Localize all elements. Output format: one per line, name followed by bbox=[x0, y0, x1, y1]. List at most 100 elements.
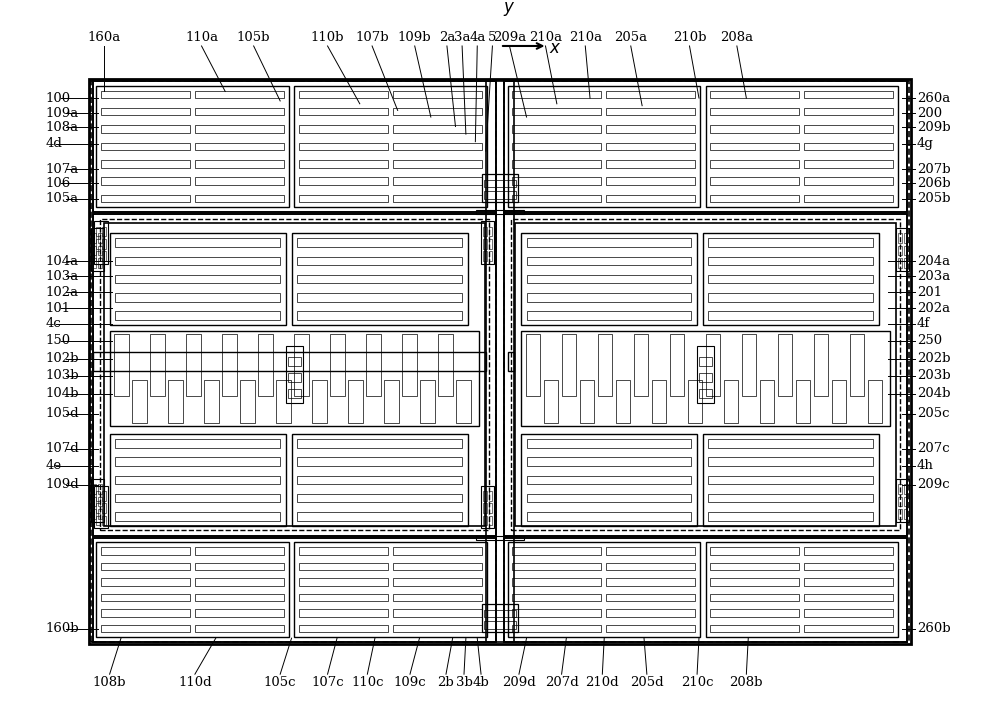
Bar bbox=[297, 256, 462, 265]
Bar bbox=[710, 578, 799, 586]
Bar bbox=[98, 233, 102, 243]
Bar bbox=[195, 160, 284, 168]
Bar bbox=[526, 334, 540, 396]
Text: x: x bbox=[549, 39, 559, 57]
Bar bbox=[240, 380, 255, 423]
Text: 160b: 160b bbox=[45, 622, 79, 635]
Text: 210a: 210a bbox=[569, 31, 602, 44]
Text: 200: 200 bbox=[917, 107, 942, 120]
Bar bbox=[699, 357, 712, 366]
Bar bbox=[804, 143, 893, 150]
Bar bbox=[527, 275, 691, 283]
Text: 107d: 107d bbox=[45, 442, 79, 455]
Bar bbox=[804, 578, 893, 586]
Bar bbox=[708, 239, 873, 247]
Bar bbox=[110, 232, 286, 325]
Bar bbox=[688, 380, 702, 423]
Bar bbox=[710, 594, 799, 601]
Bar bbox=[896, 479, 909, 522]
Bar bbox=[402, 334, 417, 396]
Text: 201: 201 bbox=[917, 286, 942, 298]
Bar bbox=[96, 251, 100, 261]
Bar bbox=[93, 258, 96, 268]
Bar bbox=[195, 547, 284, 555]
Text: 202b: 202b bbox=[917, 352, 950, 365]
Bar bbox=[102, 227, 106, 237]
Bar bbox=[294, 334, 309, 396]
Bar bbox=[483, 503, 487, 513]
Bar bbox=[606, 125, 695, 133]
Bar bbox=[832, 380, 846, 423]
Bar bbox=[299, 594, 388, 601]
Bar bbox=[195, 143, 284, 150]
Bar bbox=[294, 543, 487, 637]
Bar bbox=[804, 562, 893, 570]
Bar bbox=[115, 494, 280, 503]
Bar bbox=[195, 610, 284, 617]
Text: 110c: 110c bbox=[351, 676, 384, 689]
Text: 250: 250 bbox=[917, 334, 942, 347]
Bar bbox=[670, 334, 684, 396]
Bar bbox=[724, 380, 738, 423]
Text: 260a: 260a bbox=[917, 92, 950, 105]
Bar bbox=[110, 331, 479, 426]
Text: 4g: 4g bbox=[917, 137, 934, 150]
Text: 110d: 110d bbox=[178, 676, 212, 689]
Bar bbox=[512, 91, 601, 98]
Text: 108a: 108a bbox=[45, 121, 78, 134]
Bar bbox=[299, 143, 388, 150]
Bar bbox=[544, 380, 558, 423]
Bar bbox=[393, 562, 482, 570]
Bar bbox=[312, 380, 327, 423]
Bar bbox=[512, 177, 601, 185]
Bar bbox=[115, 239, 280, 247]
Bar bbox=[96, 227, 100, 237]
Text: 207d: 207d bbox=[545, 676, 578, 689]
Bar bbox=[804, 610, 893, 617]
Bar bbox=[297, 513, 462, 521]
Bar bbox=[299, 562, 388, 570]
Bar bbox=[96, 239, 100, 249]
Bar bbox=[115, 275, 280, 283]
Bar bbox=[898, 496, 902, 506]
Bar bbox=[896, 228, 909, 270]
Bar bbox=[297, 458, 462, 466]
Bar bbox=[93, 214, 496, 536]
Text: 210b: 210b bbox=[673, 31, 706, 44]
Text: 3a: 3a bbox=[454, 31, 470, 44]
Bar bbox=[101, 562, 190, 570]
Bar bbox=[102, 491, 106, 501]
Bar bbox=[115, 439, 280, 448]
Bar bbox=[102, 239, 106, 249]
Bar bbox=[804, 594, 893, 601]
Bar bbox=[195, 594, 284, 601]
Text: 210c: 210c bbox=[681, 676, 713, 689]
Bar bbox=[703, 434, 879, 527]
Bar bbox=[606, 578, 695, 586]
Bar bbox=[292, 434, 468, 527]
Bar bbox=[299, 177, 388, 185]
Text: 110a: 110a bbox=[185, 31, 218, 44]
Bar bbox=[606, 177, 695, 185]
Bar bbox=[804, 108, 893, 115]
Bar bbox=[710, 91, 799, 98]
Bar bbox=[195, 578, 284, 586]
Text: 205d: 205d bbox=[630, 676, 664, 689]
Bar bbox=[195, 562, 284, 570]
Bar bbox=[904, 484, 907, 494]
Text: 209b: 209b bbox=[917, 121, 951, 134]
Bar bbox=[484, 180, 516, 187]
Bar bbox=[96, 515, 100, 525]
Text: 101: 101 bbox=[45, 302, 70, 315]
Text: 4h: 4h bbox=[917, 459, 934, 472]
Bar bbox=[299, 625, 388, 632]
Bar bbox=[606, 195, 695, 202]
Bar bbox=[904, 509, 907, 519]
Bar bbox=[527, 256, 691, 265]
Bar bbox=[299, 610, 388, 617]
Bar bbox=[760, 380, 774, 423]
Bar bbox=[204, 380, 219, 423]
Bar bbox=[706, 543, 898, 637]
Bar bbox=[606, 143, 695, 150]
Bar bbox=[804, 547, 893, 555]
